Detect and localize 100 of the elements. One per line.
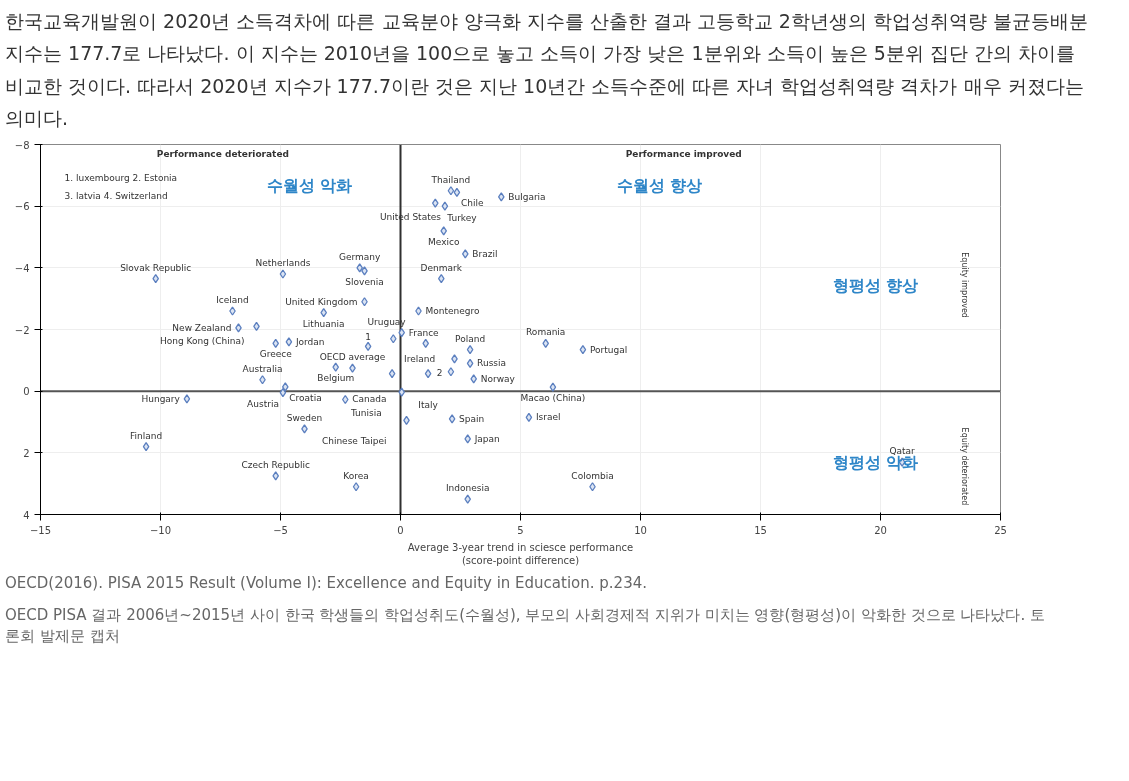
text: OECD PISA 결과 2006년~2015년 사이 한국 학생들의 학업성취도(수월성), 부모의 사회경제적 지위가 미치는 영향(형평성)이 악화한 것으로 나타났다. 토론회 발제문 캡처 [5, 604, 1046, 648]
annotation: France [408, 327, 440, 338]
annotation: Netherlands [255, 258, 311, 269]
point [464, 434, 472, 444]
annotation: Lithuania [302, 318, 345, 329]
annotation: Italy [418, 399, 439, 410]
y-tick-label: 2 [23, 448, 30, 460]
point [301, 424, 308, 434]
annotation: Portugal [589, 344, 628, 355]
point [285, 337, 293, 347]
x-tick-label: −15 [29, 524, 52, 536]
annotation: Korea [343, 470, 369, 481]
point [437, 274, 445, 284]
point [453, 187, 461, 198]
annotation: Indonesia [445, 483, 490, 494]
annotation: Romania [526, 327, 566, 338]
annotation: Equity improved [959, 252, 969, 319]
annotation: Macao (China) [520, 393, 586, 404]
point [235, 323, 242, 333]
point [281, 382, 289, 392]
point [440, 226, 448, 236]
annotation: Brazil [472, 249, 498, 260]
point [356, 263, 364, 273]
point [525, 412, 533, 423]
point [466, 358, 474, 369]
annotation: New Zealand [172, 323, 232, 334]
annotation: Denmark [420, 262, 463, 273]
point [422, 338, 430, 349]
text: 한국교육개발원이 2020년 소득격차에 따른 교육분야 양극화 지수를 산출한 결과 고등학교 2학년생의 학업성취역량 불균등배분 지수는 177.7로 나타났다. 이 지수는 2010년을 100으로 놓고 소득이 가장 낮은 1분위와 소득이 높은 5분위 집단 간의 차이를 비교한 것이다. 따라서 2020년 지수가 177.7이란 것은 지난 10년간 소득수준에 따른 자녀 학업성취역량 격차가 매우 커졌다는 의미다. [5, 9, 1089, 131]
annotation: Spain [459, 414, 485, 425]
point [415, 306, 422, 316]
annotation: Equity deteriorated [959, 427, 969, 506]
point [466, 345, 474, 355]
point [441, 201, 449, 211]
annotation: OECD average [319, 352, 386, 363]
annotation: Greece [259, 349, 293, 360]
annotation: Norway [480, 374, 516, 385]
annotation: 수월성 악화 [266, 175, 353, 195]
point [341, 395, 349, 405]
annotation: 1. luxembourg 2. Estonia [64, 172, 178, 183]
x-tick-label: −5 [273, 524, 288, 536]
point [349, 363, 356, 373]
y-tick-label: −2 [14, 324, 30, 336]
annotation: Slovak Republic [120, 262, 192, 273]
annotation: Mexico [427, 237, 460, 248]
point [352, 482, 360, 492]
x-tick-label: 5 [517, 524, 524, 536]
annotation: Poland [455, 333, 486, 344]
point [272, 338, 280, 349]
point [497, 192, 505, 202]
annotation: 2 [436, 367, 443, 378]
annotation: United Kingdom [285, 296, 358, 307]
point [542, 338, 550, 349]
annotation: Montenegro [425, 306, 480, 317]
point [332, 362, 340, 372]
point [398, 387, 406, 397]
annotation: Performance deteriorated [156, 148, 289, 159]
annotation: Jordan [294, 337, 325, 348]
point [152, 274, 160, 284]
annotation: Croatia [289, 393, 322, 404]
annotation: Czech Republic [241, 460, 311, 471]
x-tick-label: 20 [874, 524, 887, 536]
y-tick-label: −8 [14, 139, 30, 151]
annotation: Ireland [404, 353, 436, 364]
annotation: Chile [460, 198, 484, 209]
point [589, 482, 596, 492]
annotation: 1 [365, 332, 371, 343]
point [470, 374, 478, 384]
point [259, 375, 266, 385]
annotation: Germany [339, 252, 382, 263]
annotation: Colombia [571, 470, 614, 481]
point [361, 297, 368, 307]
point [464, 494, 472, 504]
x-tick-label: 15 [754, 524, 767, 536]
point [142, 442, 150, 452]
point [579, 345, 587, 355]
point [279, 388, 287, 398]
annotation: Israel [535, 412, 561, 423]
annotation: Russia [477, 358, 507, 369]
point [451, 354, 458, 364]
annotation: Hong Kong (China) [159, 336, 245, 347]
annotation: Tunisia [349, 408, 382, 419]
annotation: Sweden [286, 412, 323, 423]
annotation: 수월성 향상 [616, 175, 703, 195]
point [549, 382, 557, 392]
annotation: 형평성 향상 [832, 275, 919, 295]
x-tick-label: −10 [149, 524, 172, 536]
x-tick-label: 0 [397, 524, 404, 536]
annotation: Thailand [430, 174, 471, 185]
point [398, 328, 406, 338]
annotation: Bulgaria [508, 192, 546, 203]
point [361, 266, 368, 276]
annotation: Slovenia [345, 277, 384, 288]
point [389, 334, 397, 344]
point [424, 369, 432, 379]
y-tick-label: 0 [23, 386, 30, 398]
point [447, 186, 455, 196]
y-tick-label: −4 [14, 263, 30, 275]
point [403, 416, 410, 426]
annotation: Finland [130, 430, 163, 441]
